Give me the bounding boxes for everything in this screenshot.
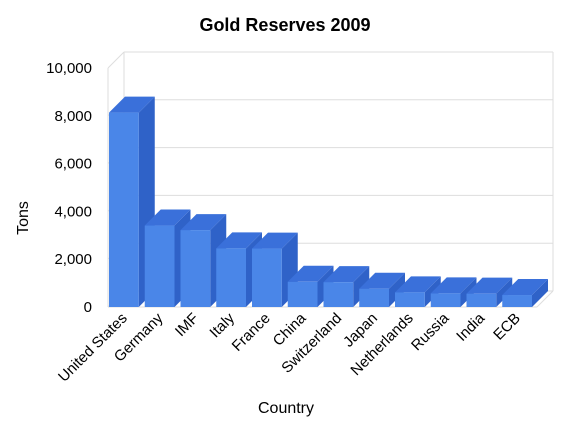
floor-right-edge <box>536 290 554 308</box>
y-tick-label: 4,000 <box>54 203 92 220</box>
bar-top <box>109 96 155 113</box>
y-tick-label: 8,000 <box>54 108 92 125</box>
x-tick-label: France <box>229 310 274 355</box>
y-tick-label: 10,000 <box>46 60 92 77</box>
bar <box>430 277 477 307</box>
bar <box>323 266 370 307</box>
bars <box>109 96 548 307</box>
y-axis-label: Tons <box>15 201 32 235</box>
bar-side <box>532 279 548 307</box>
bar-top <box>395 276 441 293</box>
y-tick-label: 2,000 <box>54 251 92 268</box>
bar-top <box>252 232 298 249</box>
x-tick-label: ECB <box>490 310 524 344</box>
bar-top <box>144 209 191 226</box>
bar-front <box>502 295 532 307</box>
x-tick-label: Russia <box>408 309 453 354</box>
x-tick-label: Italy <box>206 309 238 341</box>
bar-top <box>216 232 262 249</box>
gridline-side <box>107 51 125 69</box>
bar-front <box>359 288 389 307</box>
bar-front <box>109 112 139 307</box>
bar-front <box>395 292 425 307</box>
bar-front <box>430 293 461 307</box>
bar <box>466 277 513 307</box>
bar-side <box>353 266 370 307</box>
bar-top <box>287 265 334 282</box>
y-tick-label: 0 <box>84 299 92 316</box>
bar <box>109 96 155 307</box>
bar-top <box>430 277 477 294</box>
x-tick-label: IMF <box>172 310 202 340</box>
bar-side <box>389 272 405 307</box>
bar-front <box>252 248 282 307</box>
y-tick-labels: 0 2,000 4,000 6,000 8,000 10,000 <box>46 60 92 316</box>
bar-front <box>287 281 318 307</box>
bar-front <box>180 230 211 307</box>
y-tick-label: 6,000 <box>54 156 92 173</box>
bar-front <box>144 225 175 307</box>
bar-top <box>359 272 405 289</box>
x-tick-label: India <box>453 309 488 344</box>
bar-front <box>323 282 354 307</box>
chart-title: Gold Reserves 2009 <box>199 15 370 35</box>
bar-top <box>466 277 513 294</box>
bar-front <box>216 248 246 307</box>
bar-front <box>466 293 497 307</box>
bar-top <box>502 279 548 296</box>
x-axis-label: Country <box>258 400 314 417</box>
bar <box>359 272 405 307</box>
bar-top <box>180 214 227 231</box>
bar-top <box>323 266 370 283</box>
bar-side <box>496 277 513 307</box>
bar <box>502 279 548 307</box>
